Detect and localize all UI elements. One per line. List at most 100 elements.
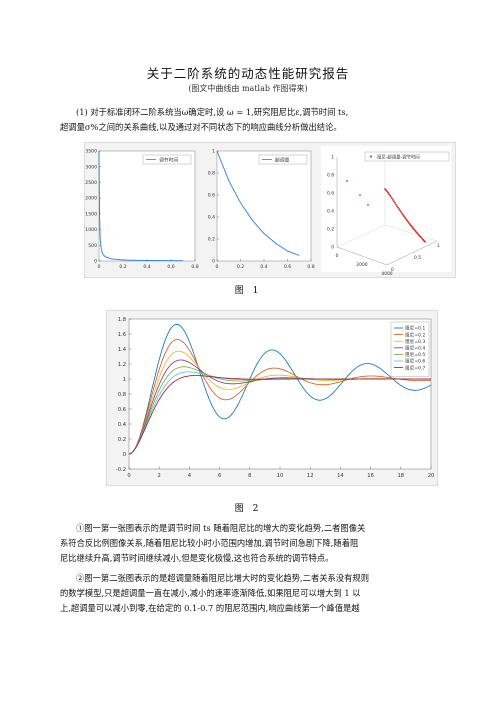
panel-2-legend-label: 超调量: [275, 156, 290, 163]
fig2-ytick-label: -0.2: [116, 467, 126, 473]
panel-3-scatter-point: [416, 231, 418, 234]
panel-3-scatter-point: [404, 216, 406, 219]
panel-1-xtick-label: 0.2: [119, 264, 126, 270]
panel-2-xtick-label: 0.6: [284, 264, 291, 270]
fig2-axes: [128, 318, 432, 470]
panel-2-xtick-label: 0.4: [260, 264, 267, 270]
p2-line-3: 上,超调量可以减小到零,在给定的 0.1-0.7 的阻尼范围内,响应曲线第一个峰…: [60, 603, 360, 613]
fig2-ytick-label: 0.4: [118, 422, 127, 428]
panel-3-scatter-point: [393, 200, 395, 203]
fig2-ytick-label: 0: [123, 452, 126, 458]
fig2-xtick-label: 8: [248, 473, 251, 479]
panel-1-legend-box: [142, 154, 192, 165]
fig2-xtick-label: 10: [277, 473, 284, 479]
panel-3-legend-swatch: [370, 155, 372, 158]
fig2-ytick-label: 1.4: [118, 347, 127, 353]
panel-3-ztick-label: 0.4: [327, 209, 334, 215]
panel-2-axes: [216, 150, 312, 262]
panel-3-scatter-point: [367, 204, 369, 206]
fig2-ytick-label: 1.6: [118, 332, 126, 338]
panel-2-series-line: [216, 150, 300, 256]
fig2-xtick-label: 12: [307, 473, 314, 479]
fig2-series-line-7: [128, 375, 431, 455]
fig2-ytick-label: 0.2: [118, 437, 126, 443]
panel-3-ztick-label: 0.8: [327, 173, 334, 179]
figure-2-svg: 0 2 4 6 8 10 12 14 16 18 20-0.200.20.40.60.811.21.…: [116, 317, 435, 479]
intro-paragraph: (1) 对于标准闭环二阶系统当ω确定时,设 ω = 1,研究阻尼比ε,调节时间 …: [60, 105, 440, 135]
panel-3-ztick-label: 0.2: [327, 227, 334, 233]
p1-line-1: ①图一第一张图表示的是调节时间 ts 随着阻尼比的增大的变化趋势,二者图像关: [76, 523, 366, 533]
intro-line-1: (1) 对于标准闭环二阶系统当ω确定时,设 ω = 1,研究阻尼比ε,调节时间 …: [76, 107, 349, 117]
analysis-paragraph-1: ①图一第一张图表示的是调节时间 ts 随着阻尼比的增大的变化趋势,二者图像关 系…: [60, 521, 440, 566]
panel-3-scatter-point: [359, 194, 361, 196]
fig2-ytick-label: 1.2: [118, 362, 126, 368]
fig2-xtick-label: 4: [188, 473, 192, 479]
fig2-xtick-label: 18: [397, 473, 404, 479]
p2-line-1: ②图一第二张图表示的是超调量随着阻尼比增大时的变化趋势,二者关系没有规则: [76, 573, 370, 583]
fig2-ytick-label: 0.8: [118, 392, 126, 398]
panel-1-legend-label: 调节时间: [159, 156, 178, 163]
panel-3-scatter-point: [406, 219, 408, 222]
panel-2-ytick-label: 1: [212, 149, 215, 155]
panel-1-xtick-label: 0.4: [143, 264, 150, 270]
panel-1-ytick-label: 3500: [85, 149, 97, 155]
fig2-xtick-label: 2: [158, 473, 161, 479]
panel-3-ytick-label: 0: [391, 267, 394, 273]
figure-2-caption: 图 2: [234, 504, 262, 514]
panel-1-series-line: [98, 150, 184, 262]
fig2-legend-label: 阻尼=0.7: [405, 364, 425, 371]
panel-3-scatter-point: [407, 220, 409, 223]
panel-3-scatter-point: [412, 227, 414, 229]
p1-line-2: 系符合反比例图像关系,随着阻尼比较小时小范围内增加,调节时间急剧下降,随着阻: [60, 538, 359, 548]
fig2-series-line-1: [128, 323, 432, 455]
fig2-ytick-label: 0.6: [118, 407, 126, 413]
panel-3-scatter-point: [397, 206, 399, 209]
panel-1-ytick-label: 0: [94, 259, 97, 265]
fig2-legend-label: 阻尼=0.2: [405, 331, 425, 338]
panel-3-ytick-label: 1: [437, 243, 440, 249]
panel-3-xtick-label: 2000: [356, 262, 367, 268]
fig2-xtick-label: 0: [127, 473, 130, 479]
panel-1-xtick-label: 0.8: [191, 264, 198, 270]
panel-3-scatter-point: [396, 205, 398, 207]
panel-3-scatter-point: [400, 211, 402, 213]
report-title: 关于二阶系统的动态性能研究报告: [146, 66, 350, 81]
fig2-xtick-label: 20: [428, 473, 435, 479]
panel-3-scatter-point: [395, 203, 397, 206]
figure-1-svg: 0 0.2 0.4 0.6 0.8050010001500200025003000350…: [85, 146, 451, 277]
panel-3-legend-box: [364, 151, 450, 162]
fig2-legend-label: 阻尼=0.3: [405, 338, 425, 345]
panel-3-scatter-point: [413, 228, 415, 231]
figure-1-caption: 图 1: [234, 286, 262, 296]
figure-2: 0 2 4 6 8 10 12 14 16 18 20 -0.2 0 0.2 0.4 0.6 0.8 1 1.2 1.…: [106, 310, 438, 486]
panel-3-scatter-point: [411, 225, 413, 228]
panel-3-scatter-point: [387, 191, 389, 194]
panel-1-ytick-label: 1000: [85, 227, 97, 233]
panel-3-ytick-label: 0.5: [414, 255, 421, 261]
panel-3-scatter-point: [392, 199, 394, 201]
panel-1-ytick-label: 3000: [85, 164, 97, 170]
panel-1-ytick-label: 1500: [85, 211, 97, 217]
panel-3-scatter-point: [414, 229, 416, 232]
panel-3-scatter-point: [399, 209, 401, 212]
panel-3-xtick-label: 4000: [381, 271, 392, 277]
figure-1: 0 0.2 0.4 0.6 0.8 0 500 1000 1500 2000 2500 3000 350…: [84, 142, 456, 278]
panel-3-scatter-point: [408, 222, 410, 224]
fig2-xtick-label: 16: [367, 473, 374, 479]
panel-2-ytick-label: 0: [212, 259, 215, 265]
panel-3-grid-line: [384, 224, 438, 242]
panel-3-scatter-point: [385, 189, 387, 191]
panel-3-ztick-label: 1: [331, 155, 334, 161]
panel-3-scatter-point: [403, 215, 405, 218]
fig2-series-line-2: [128, 339, 432, 455]
p1-line-3: 尼比继续升高,调节时间继续减小,但是变化极慢,这也符合系统的调节特点。: [60, 553, 334, 563]
panel-2-legend-box: [258, 154, 308, 165]
panel-3-scatter-point: [398, 208, 400, 210]
panel-3-scatter-point: [424, 240, 426, 243]
panel-2-ytick-label: 0.6: [208, 193, 215, 199]
panel-3-scatter-point: [402, 213, 404, 216]
panel-3-scatter-point: [409, 223, 411, 226]
fig2-ytick-label: 1.8: [118, 317, 126, 323]
panel-3-scatter-point: [401, 212, 403, 215]
panel-1-ytick-label: 2500: [85, 180, 97, 186]
